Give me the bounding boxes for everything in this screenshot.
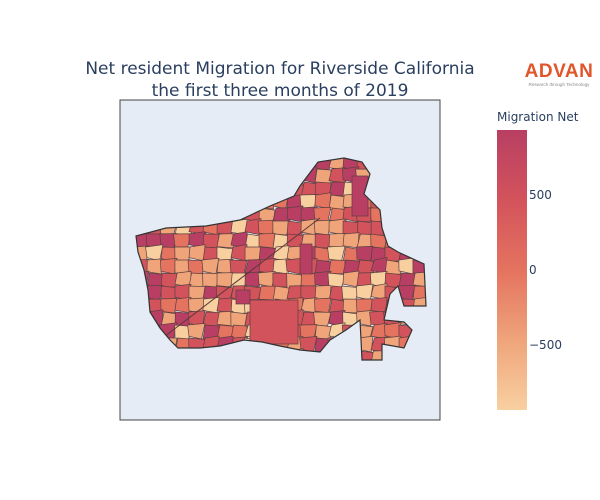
tract-213[interactable] (342, 270, 360, 288)
tract-216[interactable] (384, 272, 402, 288)
tract-80[interactable] (328, 194, 346, 211)
advan-logo: ADVAN Research through Technology (522, 62, 596, 88)
tract-271[interactable] (230, 311, 248, 328)
tract-135[interactable] (173, 233, 192, 249)
colorbar (497, 130, 527, 410)
arterial-road (159, 217, 321, 341)
tract-141[interactable] (258, 233, 276, 249)
tract-255[interactable] (314, 297, 332, 314)
tract-207[interactable] (257, 271, 276, 288)
tract-181[interactable] (201, 257, 220, 275)
tract-124[interactable] (328, 218, 346, 236)
tract-192[interactable] (356, 259, 375, 275)
tract-99[interactable] (286, 205, 304, 223)
tract-168[interactable] (327, 245, 346, 262)
tract-highlight-2[interactable] (299, 243, 313, 275)
tract-259[interactable] (370, 297, 388, 314)
tract-147[interactable] (342, 232, 360, 249)
tract-203[interactable] (202, 272, 220, 288)
tract-236[interactable] (356, 283, 374, 301)
tract-123[interactable] (313, 219, 332, 236)
tract-highlight-1[interactable] (235, 289, 251, 305)
tract-170[interactable] (356, 245, 374, 262)
logo-tagline: Research through Technology (528, 82, 590, 87)
tract-162[interactable] (244, 246, 262, 262)
chart-title-line2: the first three months of 2019 (151, 81, 409, 101)
tract-120[interactable] (272, 220, 290, 236)
tract-204[interactable] (216, 272, 234, 288)
tract-244[interactable] (160, 297, 178, 314)
tract-145[interactable] (314, 233, 332, 249)
tract-183[interactable] (229, 259, 248, 275)
colorbar-tick-0: 500 (529, 187, 552, 202)
tract-277[interactable] (313, 311, 332, 327)
tract-248[interactable] (216, 297, 234, 314)
tract-233[interactable] (314, 285, 332, 301)
colorbar-tick-1: 0 (529, 263, 537, 277)
tract-299[interactable] (314, 324, 332, 340)
tract-138[interactable] (216, 233, 234, 249)
tract-79[interactable] (314, 192, 332, 210)
chart-title-line1: Net resident Migration for Riverside Cal… (85, 59, 475, 79)
tract-highlight-3[interactable] (249, 299, 299, 345)
tract-190[interactable] (328, 259, 346, 275)
colorbar-tick-2: −500 (529, 338, 562, 353)
tract-167[interactable] (314, 246, 332, 263)
tract-290[interactable] (187, 322, 206, 340)
tract-229[interactable] (258, 285, 276, 301)
tract-178[interactable] (159, 257, 178, 275)
chart-title: Net resident Migration for Riverside Cal… (60, 58, 500, 102)
tract-194[interactable] (384, 259, 402, 276)
tract-137[interactable] (202, 233, 220, 249)
colorbar-title: Migration Net (497, 110, 579, 124)
tract-146[interactable] (328, 233, 346, 249)
logo-word: ADVAN (524, 61, 594, 82)
tract-206[interactable] (244, 271, 262, 288)
tract-280[interactable] (356, 309, 374, 327)
tract-121[interactable] (286, 220, 304, 237)
